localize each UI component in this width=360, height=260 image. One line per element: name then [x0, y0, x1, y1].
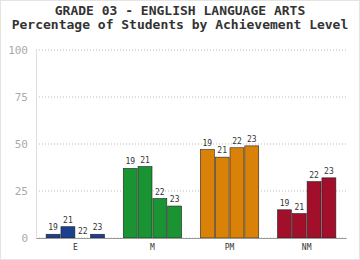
x-tick-label: M	[150, 243, 155, 252]
bar-labels: 19 19 19 19 21 21 21 21 22 22 22 22 23 23 23 23	[48, 135, 334, 236]
series-label: 23	[170, 195, 180, 204]
y-tick: 100	[8, 44, 36, 57]
y-axis-line	[36, 51, 37, 239]
y-axis: 0 25 50 75 100	[8, 44, 36, 245]
series-label: 23	[93, 223, 103, 232]
bar	[46, 234, 60, 238]
x-tick: NM	[302, 238, 312, 252]
bar	[292, 214, 306, 238]
bar	[277, 210, 291, 238]
series-label: 22	[155, 188, 165, 197]
series-label: 19	[280, 199, 290, 208]
bar	[61, 227, 75, 238]
grid-line	[36, 144, 346, 145]
series-label: 21	[63, 216, 73, 225]
series-label: 19	[125, 157, 135, 166]
y-tick-label: 100	[8, 44, 28, 57]
grid	[36, 50, 346, 238]
title: GRADE 03 - ENGLISH LANGUAGE ARTS	[55, 3, 306, 18]
bar	[215, 157, 229, 238]
bar	[138, 167, 152, 238]
bar	[168, 206, 182, 238]
series-label: 19	[203, 139, 213, 148]
bar	[91, 234, 105, 238]
series-label: 21	[140, 156, 150, 165]
bar	[230, 148, 244, 238]
series-label: 23	[324, 167, 334, 176]
x-axis-line	[37, 238, 347, 239]
x-tick-label: E	[73, 243, 78, 252]
y-tick-label: 0	[21, 232, 28, 245]
y-tick: 25	[15, 185, 36, 198]
x-tick-label: NM	[302, 243, 312, 252]
series-label: 22	[232, 137, 242, 146]
bar	[200, 150, 214, 238]
bar	[307, 182, 321, 238]
series-label: 21	[217, 146, 227, 155]
grid-line	[36, 97, 346, 98]
bar	[153, 199, 167, 238]
bar	[123, 168, 137, 238]
series-label: 19	[48, 223, 58, 232]
y-tick-label: 25	[15, 185, 28, 198]
bar	[245, 146, 259, 238]
x-tick: PM	[225, 238, 235, 252]
y-tick-label: 50	[15, 138, 28, 151]
subtitle: Percentage of Students by Achievement Le…	[12, 17, 349, 32]
series-label: 22	[78, 227, 88, 236]
chart: GRADE 03 - ENGLISH LANGUAGE ARTSPercenta…	[0, 0, 360, 260]
background	[1, 1, 360, 260]
series-label: 22	[309, 171, 319, 180]
y-tick-label: 75	[15, 91, 28, 104]
series-label: 23	[247, 135, 257, 144]
grid-line	[36, 50, 346, 51]
y-tick: 0	[21, 232, 36, 245]
x-tick-label: PM	[225, 243, 235, 252]
grid-line	[36, 191, 346, 192]
y-tick: 50	[15, 138, 36, 151]
y-tick: 75	[15, 91, 36, 104]
bars	[46, 146, 336, 238]
series-label: 21	[294, 203, 304, 212]
bar	[76, 238, 90, 239]
x-tick: M	[150, 238, 155, 252]
x-axis: E M PM NM	[37, 238, 347, 252]
x-tick: E	[73, 238, 78, 252]
bar	[322, 178, 336, 238]
